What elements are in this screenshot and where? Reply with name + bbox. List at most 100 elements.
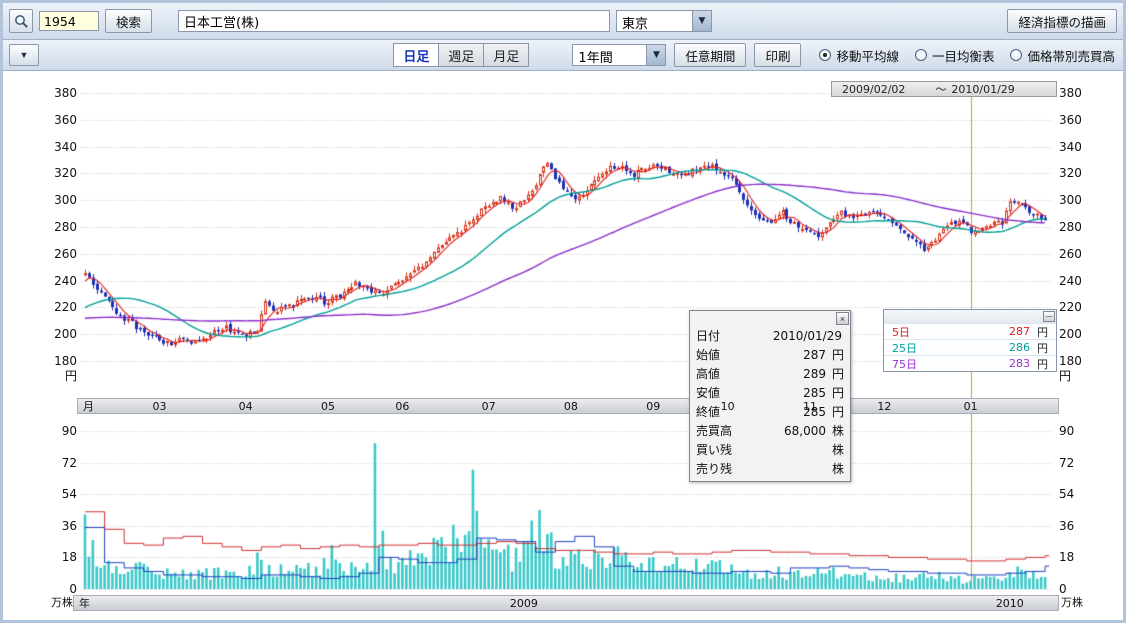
quote-tooltip-panel: × 日付 2010/01/29 始値 287 円高値 289 円安値 285 円終値 285 円売買… (689, 310, 851, 482)
indicator-radio-group: 移動平均線 一目均衡表 価格帯別売買高 (819, 46, 1115, 65)
legend-unit: 円 (1037, 341, 1048, 355)
tooltip-row: 買い残 株 (690, 440, 850, 459)
radio-icon (1010, 49, 1023, 61)
radio-volume-by-price[interactable]: 価格帯別売買高 (1010, 46, 1115, 65)
year-axis-label: 2010 (995, 597, 1024, 610)
top-toolbar: 検索 東京 ▼ 経済指標の描画 (3, 3, 1123, 40)
price-axis-tick-right: 260 (1059, 246, 1082, 261)
chevron-down-icon[interactable]: ▼ (646, 45, 666, 65)
tooltip-label: 安値 (696, 386, 721, 400)
tooltip-unit: 株 (831, 424, 844, 438)
tooltip-row: 日付 2010/01/29 (690, 326, 850, 345)
chevron-down-icon[interactable]: ▼ (692, 11, 712, 31)
month-axis-label: 12 (877, 400, 892, 413)
period-select[interactable]: 1年間 ▼ (572, 44, 667, 66)
tooltip-label: 売り残 (696, 462, 733, 476)
volume-axis-tick-left: 18 (61, 550, 77, 565)
print-button[interactable]: 印刷 (754, 43, 802, 67)
company-name-input[interactable] (178, 10, 611, 32)
legend-unit: 円 (1037, 357, 1048, 371)
legend-value: 286 (1009, 341, 1030, 354)
legend-label: 75日 (892, 357, 917, 371)
price-axis-tick-right: 200 (1059, 327, 1082, 342)
price-axis-tick-left: 280 (54, 220, 77, 234)
tab-monthly[interactable]: 月足 (483, 43, 530, 67)
minimize-icon[interactable]: — (1043, 311, 1055, 322)
radio-label: 移動平均線 (836, 48, 899, 64)
price-axis-tick-right: 180 (1059, 354, 1082, 368)
tooltip-row: 安値 285 円 (690, 383, 850, 402)
tooltip-value: 285 (803, 385, 826, 400)
month-axis-label: 09 (646, 400, 661, 413)
price-axis-tick-left: 240 (54, 273, 77, 288)
magnifier-icon[interactable] (9, 9, 33, 33)
period-value: 1年間 (578, 51, 613, 65)
tooltip-row: 売買高 68,000 株 (690, 421, 850, 440)
date-range-end: 2010/01/29 (951, 82, 1015, 96)
collapse-panel-button[interactable]: ▼ (9, 44, 39, 66)
chart-toolbar: ▼ 日足 週足 月足 1年間 ▼ 任意期間 印刷 移動平均線 一目均衡表 価格帯… (3, 40, 1123, 71)
tooltip-row: 終値 285 円 (690, 402, 850, 421)
volume-axis-tick-left: 36 (61, 518, 77, 533)
tooltip-value: 287 (803, 347, 826, 362)
tooltip-value: 2010/01/29 (772, 328, 842, 343)
radio-icon (914, 49, 927, 61)
month-axis-label: 03 (152, 400, 167, 413)
price-axis-tick-right: 380 (1059, 86, 1082, 100)
tooltip-header: × (690, 311, 850, 326)
volume-axis-tick-right: 0 (1059, 582, 1067, 596)
tooltip-row: 高値 289 円 (690, 364, 850, 383)
legend-label: 5日 (892, 325, 910, 339)
price-axis-unit-right: 円 (1059, 369, 1072, 383)
tooltip-rows: 日付 2010/01/29 始値 287 円高値 289 円安値 285 円終値 285 円売買高 6… (690, 326, 850, 481)
price-axis-tick-left: 300 (54, 193, 77, 208)
economic-indicator-button[interactable]: 経済指標の描画 (1007, 9, 1117, 33)
timeframe-tabs: 日足 週足 月足 (393, 43, 530, 67)
radio-moving-average[interactable]: 移動平均線 (819, 46, 899, 65)
date-range-box: 2009/02/02 ～ 2010/01/29 (831, 81, 1057, 97)
custom-period-button[interactable]: 任意期間 (674, 43, 747, 67)
price-axis-tick-left: 320 (54, 166, 77, 181)
tab-weekly[interactable]: 週足 (438, 43, 485, 67)
radio-ichimoku[interactable]: 一目均衡表 (914, 46, 994, 65)
price-axis-tick-left: 200 (54, 327, 77, 342)
year-axis-strip (73, 595, 1059, 611)
price-axis-tick-right: 300 (1059, 193, 1082, 208)
price-axis-tick-left: 260 (54, 246, 77, 261)
price-axis-tick-right: 280 (1059, 220, 1082, 234)
tooltip-label: 売買高 (696, 424, 733, 438)
radio-icon (819, 49, 832, 61)
tooltip-label: 始値 (696, 348, 721, 362)
price-axis-tick-right: 240 (1059, 273, 1082, 288)
price-axis-tick-right: 340 (1059, 139, 1082, 154)
volume-axis-tick-left: 0 (69, 582, 77, 596)
close-icon[interactable]: × (836, 312, 849, 325)
price-axis-tick-left: 360 (54, 112, 77, 127)
radio-label: 価格帯別売買高 (1027, 48, 1115, 64)
tooltip-value: 289 (803, 366, 826, 381)
price-axis-tick-right: 220 (1059, 300, 1082, 315)
search-button[interactable]: 検索 (105, 9, 153, 33)
month-axis-label: 11 (802, 400, 817, 413)
volume-axis-tick-right: 54 (1059, 487, 1075, 502)
date-range-start: 2009/02/02 (842, 82, 906, 96)
tooltip-label: 日付 (696, 329, 721, 343)
legend-header: — (884, 310, 1056, 323)
price-axis-tick-right: 360 (1059, 112, 1082, 127)
market-select[interactable]: 東京 ▼ (616, 10, 713, 32)
ma-legend-panel: — 5日 287 円 25日 286 円 75日 283 円 (883, 309, 1057, 372)
month-axis-label: 06 (395, 400, 410, 413)
stock-code-input[interactable] (39, 11, 99, 31)
tooltip-unit: 円 (831, 367, 844, 381)
tooltip-row: 始値 287 円 (690, 345, 850, 364)
tooltip-label: 高値 (696, 367, 721, 381)
price-axis-tick-left: 220 (54, 300, 77, 315)
tab-daily[interactable]: 日足 (393, 43, 440, 67)
tooltip-unit: 株 (831, 462, 844, 476)
month-axis-label: 01 (963, 400, 978, 413)
price-axis-tick-left: 180 (54, 354, 77, 368)
volume-axis-tick-right: 36 (1059, 518, 1075, 533)
volume-axis-tick-right: 90 (1059, 424, 1075, 438)
volume-axis-tick-left: 54 (61, 487, 77, 502)
